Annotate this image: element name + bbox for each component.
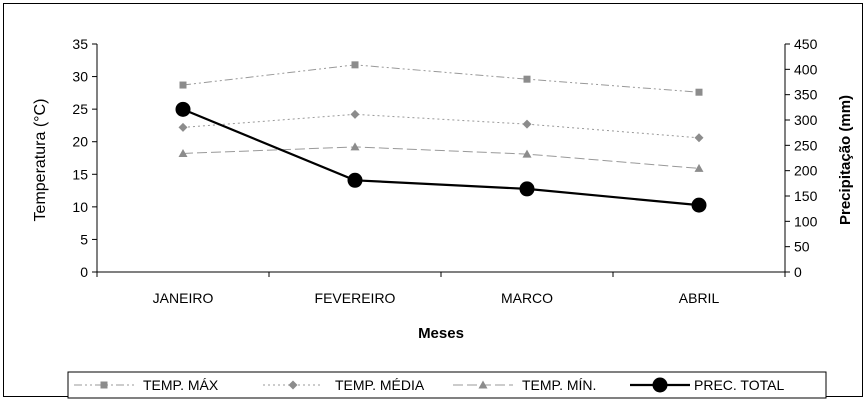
- legend-entry: PREC. TOTAL: [630, 377, 784, 393]
- x-tick-label: FEVEREIRO: [315, 290, 396, 306]
- legend-marker: [652, 377, 668, 393]
- y-right-tick-label: 0: [794, 264, 802, 280]
- data-point: [522, 119, 532, 129]
- legend-entry: TEMP. MÍN.: [453, 377, 596, 393]
- data-point: [351, 61, 359, 69]
- data-point: [178, 148, 188, 157]
- axes: 0510152025303505010015020025030035040045…: [72, 36, 817, 306]
- y-right-tick-label: 350: [794, 87, 818, 103]
- series-0: [179, 61, 703, 96]
- data-point: [694, 163, 704, 172]
- data-point: [522, 149, 532, 158]
- legend-marker: [288, 380, 298, 390]
- data-point: [694, 133, 704, 143]
- y-left-tick-label: 0: [80, 264, 88, 280]
- x-axis-title: Meses: [418, 325, 464, 342]
- legend-marker: [478, 380, 488, 389]
- y-axis-left-title: Temperatura (°C): [32, 99, 49, 222]
- series-3: [175, 101, 707, 213]
- legend: TEMP. MÁX TEMP. MÉDIA TEMP. MÍN. PREC. TOTA…: [67, 371, 827, 399]
- series-1: [178, 109, 704, 143]
- y-right-tick-label: 400: [794, 61, 818, 77]
- y-left-tick-label: 10: [72, 199, 88, 215]
- data-point: [178, 122, 188, 132]
- y-right-tick-label: 50: [794, 239, 810, 255]
- data-point: [523, 75, 531, 83]
- chart-frame: [3, 3, 863, 397]
- series-line: [182, 113, 700, 139]
- x-tick-label: MARCO: [501, 290, 553, 306]
- series-line: [182, 146, 700, 169]
- data-point: [347, 172, 363, 188]
- series-line: [182, 64, 700, 93]
- y-left-tick-label: 15: [72, 166, 88, 182]
- y-right-tick-label: 300: [794, 112, 818, 128]
- y-left-tick-label: 20: [72, 134, 88, 150]
- y-right-tick-label: 100: [794, 213, 818, 229]
- data-point: [695, 88, 703, 96]
- y-left-tick-label: 35: [72, 36, 88, 52]
- x-tick-label: ABRIL: [679, 290, 720, 306]
- y-left-tick-label: 5: [80, 231, 88, 247]
- y-axis-right-title: Precipitação (mm): [837, 95, 854, 225]
- y-right-tick-label: 250: [794, 137, 818, 153]
- legend-label: TEMP. MÍN.: [522, 377, 596, 393]
- data-point: [175, 101, 191, 117]
- legend-box: [67, 371, 827, 399]
- data-point: [350, 109, 360, 119]
- x-tick-label: JANEIRO: [153, 290, 214, 306]
- y-right-tick-label: 150: [794, 188, 818, 204]
- data-point: [179, 81, 187, 89]
- legend-entry: TEMP. MÁX: [74, 377, 219, 393]
- series-layer: [175, 61, 707, 213]
- y-left-tick-label: 25: [72, 101, 88, 117]
- legend-label: TEMP. MÁX: [143, 377, 219, 393]
- y-right-tick-label: 450: [794, 36, 818, 52]
- data-point: [691, 197, 707, 213]
- y-left-tick-label: 30: [72, 69, 88, 85]
- legend-marker: [100, 381, 108, 389]
- legend-entry: TEMP. MÉDIA: [263, 377, 425, 393]
- data-point: [519, 181, 535, 197]
- legend-label: TEMP. MÉDIA: [335, 377, 425, 393]
- series-2: [178, 142, 704, 172]
- y-right-tick-label: 200: [794, 163, 818, 179]
- legend-label: PREC. TOTAL: [694, 377, 784, 393]
- data-point: [350, 142, 360, 151]
- series-line: [182, 108, 700, 207]
